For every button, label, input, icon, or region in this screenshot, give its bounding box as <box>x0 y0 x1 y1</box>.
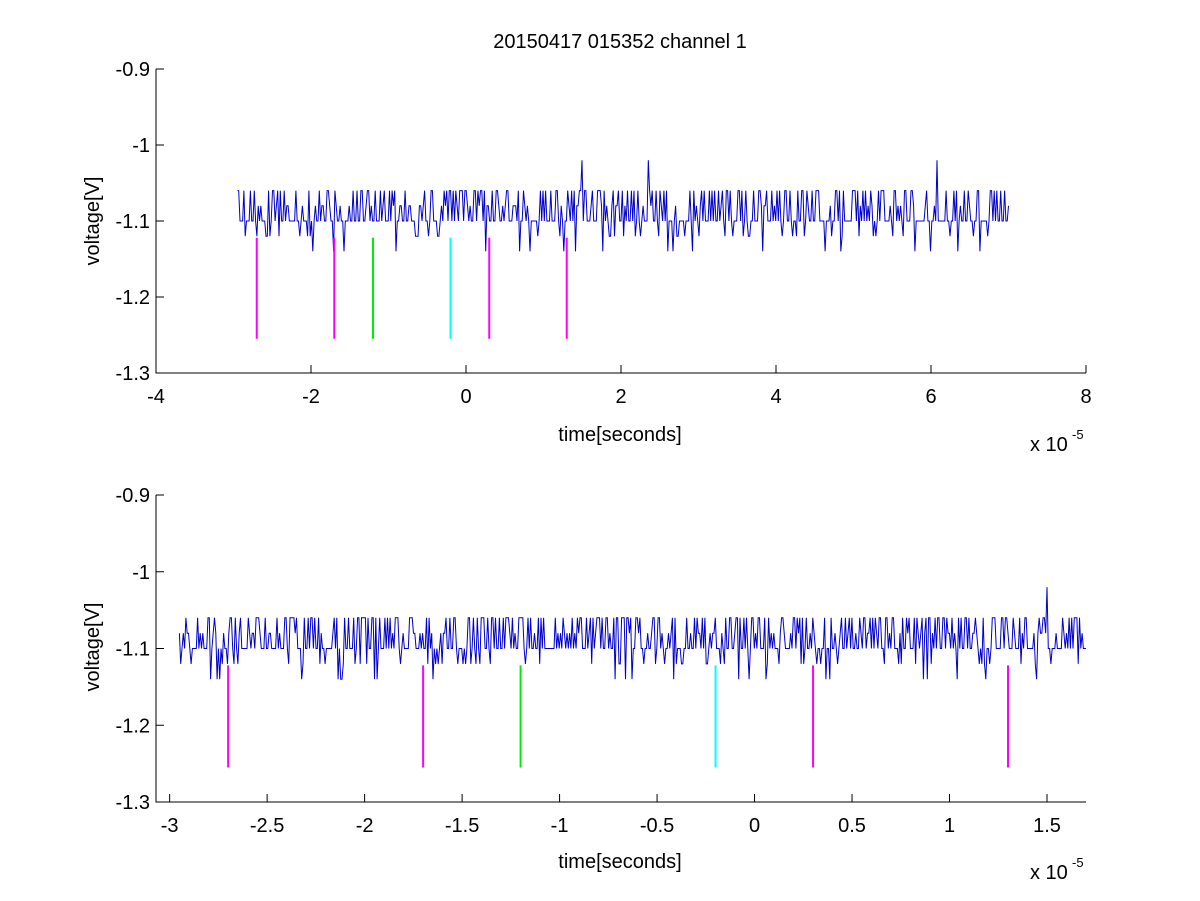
top-x-tick-label: -2 <box>302 386 320 408</box>
bottom-x-axis-label: time[seconds] <box>558 851 681 873</box>
bottom-y-tick-label: -1.2 <box>116 715 150 737</box>
bottom-x-tick-label: -2.5 <box>250 815 284 837</box>
top-x-exponent: -5 <box>1072 427 1084 442</box>
top-x-tick-label: 6 <box>925 386 936 408</box>
bottom-y-ticks: -1.3 -1.2 -1.1 -1 -0.9 <box>116 485 164 814</box>
top-x-tick-label: 0 <box>460 386 471 408</box>
bottom-x-tick-label: -0.5 <box>640 815 674 837</box>
bottom-y-axis-label: voltage[V] <box>82 603 104 692</box>
top-x-ticks: -4 -2 0 2 4 6 8 <box>147 365 1092 408</box>
bottom-y-tick-label: -1.1 <box>116 639 150 661</box>
bottom-x-tick-label: 0.5 <box>838 815 866 837</box>
bottom-y-tick-label: -0.9 <box>116 485 150 507</box>
top-y-axis-label: voltage[V] <box>82 177 104 266</box>
bottom-x-tick-label: 0 <box>749 815 760 837</box>
top-signal-group <box>237 160 1009 252</box>
top-x-axis-label: time[seconds] <box>558 424 681 446</box>
bottom-x-tick-label: -3 <box>161 815 179 837</box>
bottom-x-exponent: -5 <box>1072 855 1084 870</box>
top-x-tick-label: -4 <box>147 386 165 408</box>
bottom-x-tick-label: -2 <box>356 815 374 837</box>
bottom-x-tick-label: -1.5 <box>445 815 479 837</box>
bottom-markers-group <box>227 665 1010 768</box>
top-signal-line <box>237 160 1009 252</box>
bottom-plot: -1.3 -1.2 -1.1 -1 -0.9 -3 -2.5 -2 -1.5 -1 -0.5 0 0.… <box>82 485 1086 884</box>
bottom-signal-group <box>178 587 1086 680</box>
bottom-x-tick-label: 1.5 <box>1033 815 1061 837</box>
top-x-tick-label: 4 <box>770 386 781 408</box>
bottom-x-tick-label: -1 <box>551 815 569 837</box>
bottom-x-ticks: -3 -2.5 -2 -1.5 -1 -0.5 0 0.5 1 1.5 <box>161 794 1061 837</box>
top-markers-group <box>255 237 568 339</box>
top-y-tick-label: -1.1 <box>116 211 150 233</box>
top-y-tick-label: -1.3 <box>116 363 150 385</box>
figure-title: 20150417 015352 channel 1 <box>493 31 747 53</box>
top-y-tick-label: -1.2 <box>116 287 150 309</box>
bottom-x-tick-label: 1 <box>944 815 955 837</box>
bottom-x-multiplier: x 10 <box>1030 862 1068 884</box>
top-y-tick-label: -0.9 <box>116 59 150 81</box>
top-y-tick-label: -1 <box>132 135 150 157</box>
top-plot: -1.3 -1.2 -1.1 -1 -0.9 -4 -2 0 2 4 6 8 time[second… <box>82 59 1092 456</box>
bottom-signal-line <box>178 587 1086 680</box>
top-x-tick-label: 2 <box>615 386 626 408</box>
top-y-ticks: -1.3 -1.2 -1.1 -1 -0.9 <box>116 59 164 385</box>
bottom-y-tick-label: -1.3 <box>116 792 150 814</box>
top-x-tick-label: 8 <box>1080 386 1091 408</box>
top-x-multiplier: x 10 <box>1030 434 1068 456</box>
bottom-y-tick-label: -1 <box>132 562 150 584</box>
